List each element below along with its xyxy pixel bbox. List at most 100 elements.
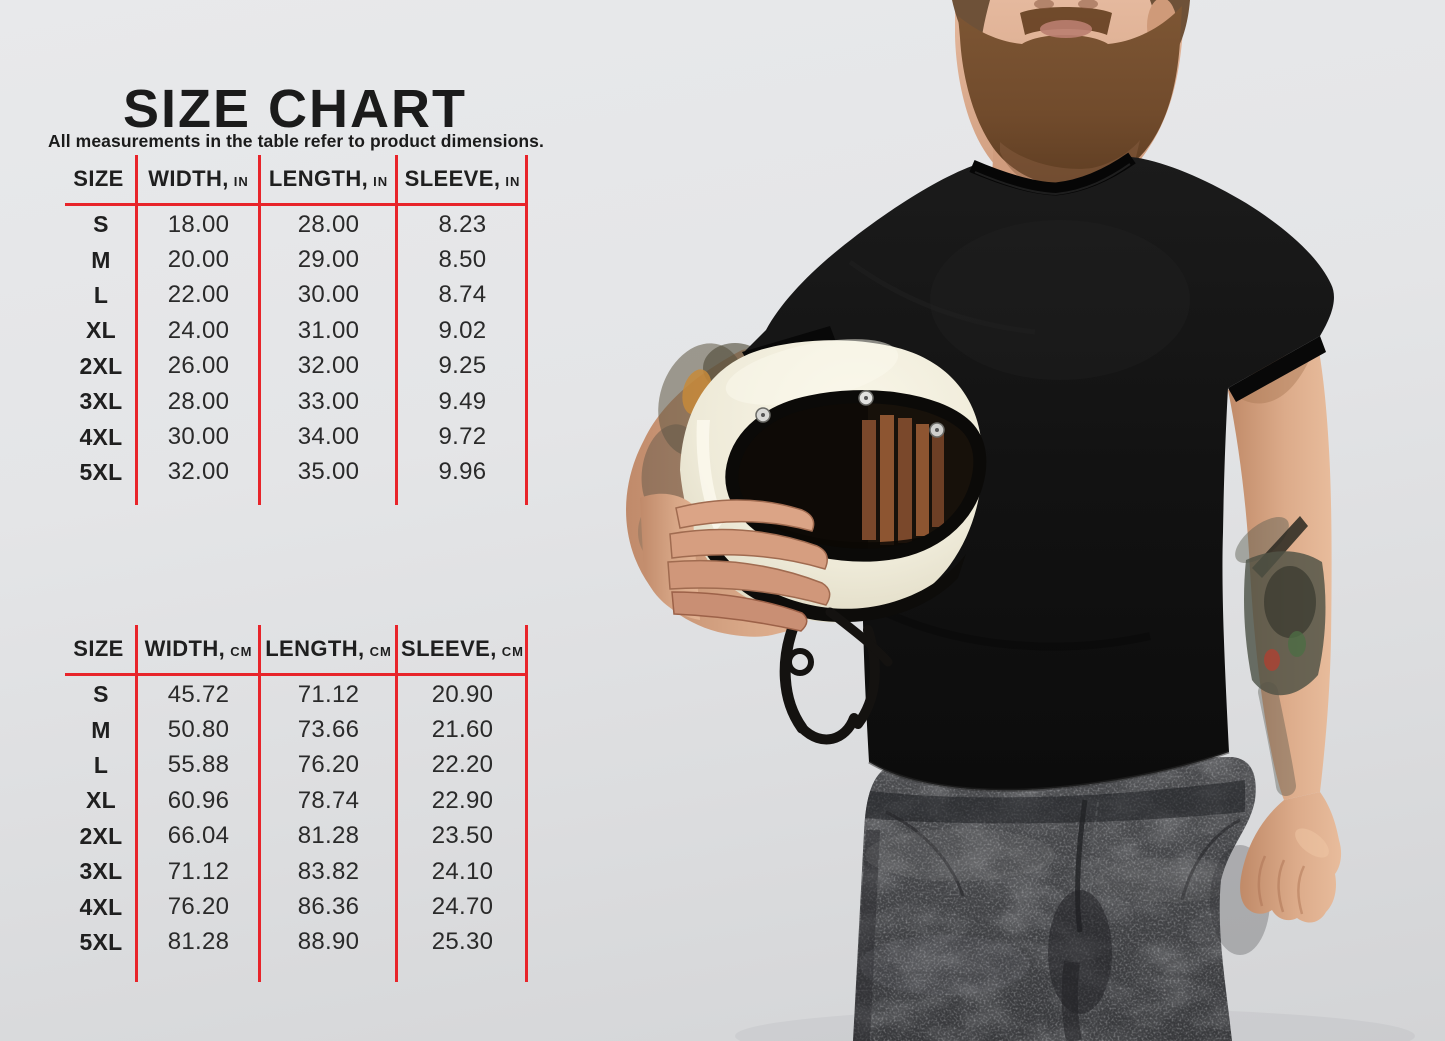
table-body: S 18.00 28.00 8.23 M 20.00 29.00 8.50 L … xyxy=(65,203,528,490)
table-divider xyxy=(135,625,138,982)
table-row: 5XL 32.00 35.00 9.96 xyxy=(65,455,528,490)
forearm-tattoo xyxy=(1235,516,1326,796)
width-value: 28.00 xyxy=(167,387,230,415)
sleeve-value: 9.02 xyxy=(438,316,487,344)
page-subtitle: All measurements in the table refer to p… xyxy=(48,130,544,151)
helmet-lining xyxy=(862,415,944,545)
table-header-row: SIZE WIDTH, IN LENGTH, IN SLEEVE, IN xyxy=(65,155,528,203)
table-row: M 20.00 29.00 8.50 xyxy=(65,242,528,277)
length-value: 71.12 xyxy=(297,680,360,708)
size-label: L xyxy=(93,281,109,308)
table-header-rule xyxy=(65,203,528,206)
size-label: 2XL xyxy=(79,352,123,379)
table-body: S 45.72 71.12 20.90 M 50.80 73.66 21.60 … xyxy=(65,673,528,960)
sleeve-value: 9.25 xyxy=(438,352,487,380)
sleeve-value: 9.49 xyxy=(438,387,487,415)
table-header-row: SIZE WIDTH, CM LENGTH, CM SLEEVE, CM xyxy=(65,625,528,673)
right-arm xyxy=(1210,340,1342,955)
sleeve-value: 22.90 xyxy=(431,786,494,814)
size-label: S xyxy=(93,681,109,708)
table-row: 3XL 28.00 33.00 9.49 xyxy=(65,384,528,419)
length-value: 33.00 xyxy=(297,387,360,415)
width-value: 71.12 xyxy=(167,857,230,885)
length-value: 88.90 xyxy=(297,928,360,956)
column-header-width: WIDTH, IN xyxy=(148,166,249,191)
left-hand xyxy=(640,493,831,632)
size-label: 5XL xyxy=(79,928,123,955)
table-row: L 22.00 30.00 8.74 xyxy=(65,278,528,313)
table-divider xyxy=(395,625,398,982)
width-value: 18.00 xyxy=(167,210,230,238)
width-value: 55.88 xyxy=(167,751,230,779)
width-value: 50.80 xyxy=(167,716,230,744)
length-value: 35.00 xyxy=(297,458,360,486)
width-value: 30.00 xyxy=(167,423,230,451)
sleeve-hem-right xyxy=(1228,336,1326,402)
table-divider xyxy=(525,625,528,982)
table-divider xyxy=(258,155,261,505)
size-label: M xyxy=(91,716,111,743)
table-row: S 45.72 71.12 20.90 xyxy=(65,677,528,712)
column-header-sleeve: SLEEVE, CM xyxy=(401,636,524,661)
sleeve-value: 9.72 xyxy=(438,423,487,451)
size-table-centimeters: SIZE WIDTH, CM LENGTH, CM SLEEVE, CM S 45.7… xyxy=(65,625,528,982)
product-photo xyxy=(626,0,1415,1041)
sleeve-value: 9.96 xyxy=(438,458,487,486)
page-title: SIZE CHART xyxy=(123,79,467,140)
width-value: 76.20 xyxy=(167,893,230,921)
sleeve-value: 22.20 xyxy=(431,751,494,779)
table-row: XL 24.00 31.00 9.02 xyxy=(65,313,528,348)
column-header-sleeve: SLEEVE, IN xyxy=(404,166,521,191)
table-divider xyxy=(395,155,398,505)
length-value: 32.00 xyxy=(297,352,360,380)
size-table-inches: SIZE WIDTH, IN LENGTH, IN SLEEVE, IN S 18.0… xyxy=(65,155,528,505)
sleeve-value: 8.23 xyxy=(438,210,487,238)
t-shirt xyxy=(742,152,1334,792)
size-label: 3XL xyxy=(79,388,123,415)
jeans xyxy=(853,757,1256,1041)
sleeve-value: 24.10 xyxy=(431,857,494,885)
table-row: S 18.00 28.00 8.23 xyxy=(65,207,528,242)
length-value: 30.00 xyxy=(297,281,360,309)
table-divider xyxy=(135,155,138,505)
sleeve-value: 8.74 xyxy=(438,281,487,309)
table-row: 2XL 26.00 32.00 9.25 xyxy=(65,349,528,384)
table-row: 4XL 30.00 34.00 9.72 xyxy=(65,419,528,454)
table-row: M 50.80 73.66 21.60 xyxy=(65,712,528,747)
size-label: L xyxy=(93,751,109,778)
width-value: 32.00 xyxy=(167,458,230,486)
length-value: 28.00 xyxy=(297,210,360,238)
table-header-rule xyxy=(65,673,528,676)
column-header-size: SIZE xyxy=(73,636,124,661)
size-label: M xyxy=(91,246,111,273)
width-value: 66.04 xyxy=(167,822,230,850)
length-value: 34.00 xyxy=(297,423,360,451)
width-value: 45.72 xyxy=(167,680,230,708)
size-label: 3XL xyxy=(79,858,123,885)
width-value: 24.00 xyxy=(167,316,230,344)
width-value: 26.00 xyxy=(167,352,230,380)
length-value: 78.74 xyxy=(297,786,360,814)
table-divider xyxy=(525,155,528,505)
table-row: 5XL 81.28 88.90 25.30 xyxy=(65,925,528,960)
length-value: 81.28 xyxy=(297,822,360,850)
sleeve-value: 24.70 xyxy=(431,893,494,921)
width-value: 60.96 xyxy=(167,786,230,814)
length-value: 29.00 xyxy=(297,246,360,274)
column-header-size: SIZE xyxy=(73,166,124,191)
helmet-strap xyxy=(779,607,893,745)
size-label: XL xyxy=(86,317,116,344)
length-value: 76.20 xyxy=(297,751,360,779)
length-value: 73.66 xyxy=(297,716,360,744)
helmet-bottom-trim xyxy=(700,538,966,623)
right-hand xyxy=(1240,792,1342,923)
column-header-length: LENGTH, CM xyxy=(265,636,392,661)
beard xyxy=(958,6,1182,188)
sleeve-value: 20.90 xyxy=(431,680,494,708)
sleeve-value: 25.30 xyxy=(431,928,494,956)
collar xyxy=(969,152,1136,196)
helmet-rivets xyxy=(755,390,945,438)
length-value: 83.82 xyxy=(297,857,360,885)
size-label: 2XL xyxy=(79,822,123,849)
